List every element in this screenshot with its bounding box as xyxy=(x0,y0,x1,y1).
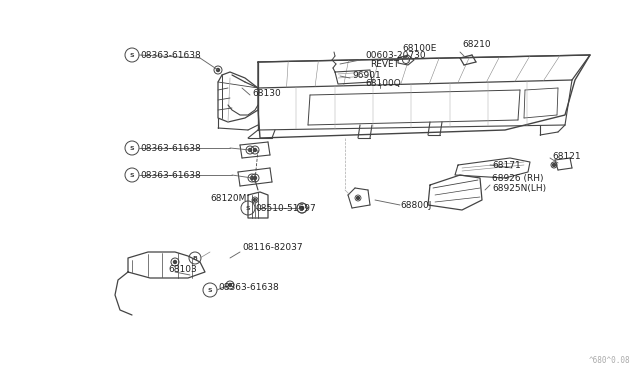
Text: S: S xyxy=(130,145,134,151)
Circle shape xyxy=(248,148,252,151)
Text: S: S xyxy=(246,205,250,211)
Circle shape xyxy=(301,206,303,209)
Text: 68800J: 68800J xyxy=(400,201,431,209)
Text: B: B xyxy=(193,256,197,260)
Circle shape xyxy=(253,199,257,202)
Text: S: S xyxy=(208,288,212,292)
Circle shape xyxy=(173,260,177,263)
Text: 08363-61638: 08363-61638 xyxy=(140,51,201,60)
Circle shape xyxy=(250,176,253,180)
Text: S: S xyxy=(130,52,134,58)
Text: 08363-61638: 08363-61638 xyxy=(140,144,201,153)
Circle shape xyxy=(216,68,220,71)
Text: 68925N(LH): 68925N(LH) xyxy=(492,183,546,192)
Text: 68171: 68171 xyxy=(492,160,521,170)
Text: 68121: 68121 xyxy=(552,151,580,160)
Circle shape xyxy=(253,148,257,151)
Circle shape xyxy=(301,206,303,209)
Text: 08363-61638: 08363-61638 xyxy=(218,283,279,292)
Text: 68130: 68130 xyxy=(252,89,281,97)
Text: 00603-20730: 00603-20730 xyxy=(365,51,426,60)
Text: 68100E: 68100E xyxy=(402,44,436,52)
Circle shape xyxy=(228,283,232,286)
Text: 68120M: 68120M xyxy=(210,193,246,202)
Text: 08510-51697: 08510-51697 xyxy=(255,203,316,212)
Text: 08116-82037: 08116-82037 xyxy=(242,244,303,253)
Text: 08363-61638: 08363-61638 xyxy=(140,170,201,180)
Circle shape xyxy=(552,164,556,167)
Text: REVET: REVET xyxy=(370,60,399,68)
Text: 68210: 68210 xyxy=(462,39,491,48)
Text: 68103: 68103 xyxy=(168,266,196,275)
Text: 68100Q: 68100Q xyxy=(365,78,401,87)
Text: S: S xyxy=(130,173,134,177)
Text: 96901: 96901 xyxy=(352,71,381,80)
Text: ^680^0.08: ^680^0.08 xyxy=(588,356,630,365)
Circle shape xyxy=(356,196,360,199)
Text: 68926 (RH): 68926 (RH) xyxy=(492,173,543,183)
Circle shape xyxy=(253,176,257,180)
